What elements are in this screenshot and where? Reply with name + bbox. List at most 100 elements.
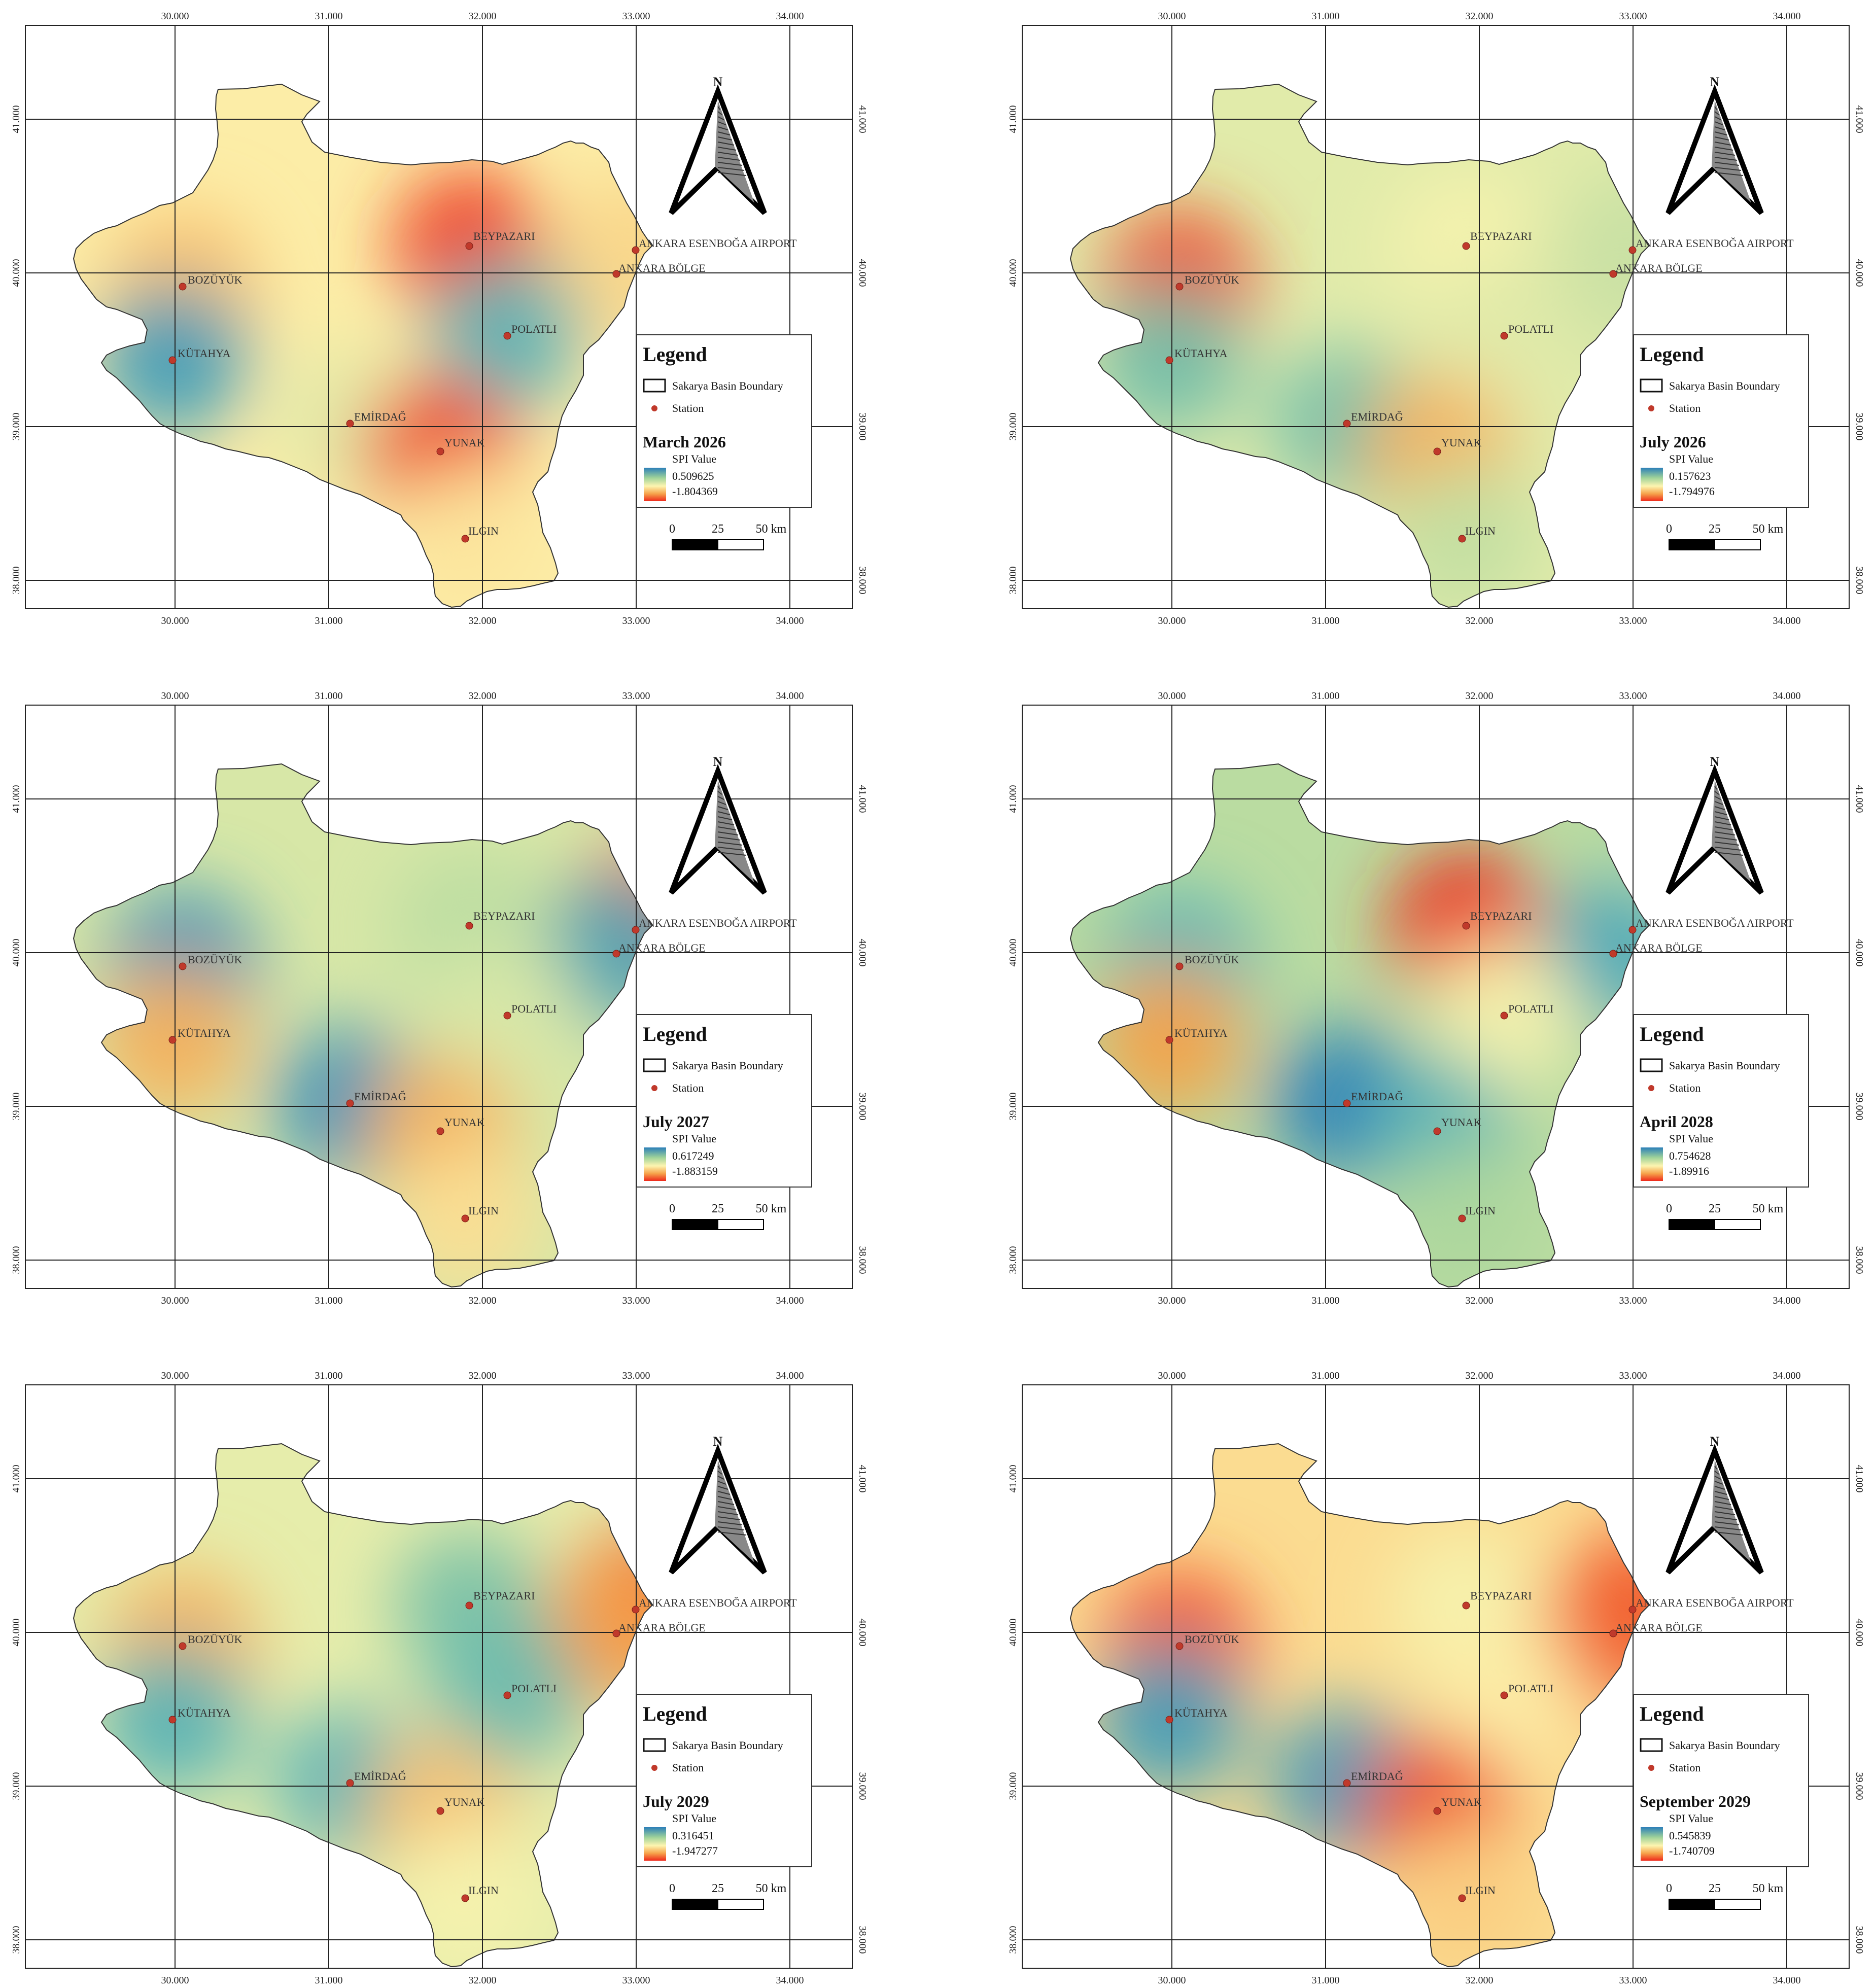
lat-tick-label-left: 40.000 <box>11 939 22 967</box>
lat-tick-label-right: 38.000 <box>857 1926 868 1954</box>
lat-tick-label-right: 39.000 <box>1854 1093 1865 1121</box>
panel-period-title: July 2027 <box>643 1112 709 1131</box>
station-marker <box>346 420 354 428</box>
legend-station-label: Station <box>1669 1082 1701 1094</box>
station-label: EMİRDAĞ <box>1351 1770 1403 1783</box>
boundary-swatch <box>643 1738 666 1752</box>
lat-tick-label-right: 41.000 <box>857 1465 868 1493</box>
station-label: EMİRDAĞ <box>354 1090 406 1103</box>
station-marker <box>179 962 187 970</box>
north-label: N <box>713 754 723 769</box>
lon-tick-label-bottom: 33.000 <box>1619 1295 1647 1306</box>
spi-value-label: SPI Value <box>1669 1812 1713 1825</box>
lon-tick-label-bottom: 33.000 <box>1619 1975 1647 1985</box>
spi-min-value: -1.794976 <box>1669 485 1715 498</box>
north-label: N <box>713 75 723 89</box>
scale-label-25: 25 <box>712 1202 724 1215</box>
station-marker <box>632 1606 640 1614</box>
lon-tick-label-top: 32.000 <box>469 1370 497 1381</box>
scale-label-25: 25 <box>712 522 724 536</box>
lon-tick-label-top: 30.000 <box>161 690 189 702</box>
lon-tick-label-bottom: 30.000 <box>161 615 189 626</box>
lon-tick-label-top: 33.000 <box>1619 690 1647 702</box>
north-arrow-icon: N <box>669 754 767 895</box>
lon-tick-label-bottom: 34.000 <box>776 1295 804 1306</box>
lon-tick-label-bottom: 31.000 <box>315 1295 343 1306</box>
spi-value-label: SPI Value <box>672 452 716 465</box>
station-marker <box>179 283 187 291</box>
spi-min-value: -1.804369 <box>672 485 718 498</box>
spi-color-ramp <box>1641 468 1663 501</box>
spi-max-value: 0.157623 <box>1669 470 1711 482</box>
station-marker <box>436 1807 444 1815</box>
station-marker <box>503 332 511 340</box>
lon-tick-label-top: 30.000 <box>1158 11 1186 22</box>
station-label: YUNAK <box>444 1116 485 1129</box>
station-marker <box>461 1894 469 1902</box>
basin-boundary <box>1069 1443 1650 1968</box>
station-swatch <box>1648 405 1654 411</box>
lon-tick-label-bottom: 32.000 <box>1466 615 1494 626</box>
lon-tick-label-top: 32.000 <box>469 690 497 702</box>
basin-boundary <box>73 1443 653 1968</box>
spi-color-ramp <box>1641 1147 1663 1181</box>
lon-tick-label-top: 30.000 <box>1158 1370 1186 1381</box>
lon-tick-label-bottom: 34.000 <box>1773 1975 1801 1985</box>
lon-tick-label-bottom: 30.000 <box>1158 1975 1186 1985</box>
lon-tick-label-top: 32.000 <box>1466 690 1494 702</box>
legend-title: Legend <box>1640 1702 1704 1725</box>
lat-tick-label-left: 38.000 <box>11 567 22 595</box>
scale-label-0: 0 <box>669 522 675 536</box>
station-marker <box>1609 950 1617 958</box>
lon-tick-label-top: 31.000 <box>315 690 343 702</box>
lat-tick-label-right: 40.000 <box>1854 259 1865 287</box>
station-marker <box>1609 1629 1617 1637</box>
station-marker <box>436 1127 444 1135</box>
lat-tick-label-left: 40.000 <box>11 1619 22 1647</box>
legend: Legend Sakarya Basin Boundary Station April… <box>1633 1014 1809 1188</box>
spi-value-label: SPI Value <box>1669 452 1713 465</box>
station-marker <box>465 1601 473 1610</box>
scale-label-25: 25 <box>1709 1202 1721 1215</box>
lat-tick-label-left: 41.000 <box>1008 1465 1019 1493</box>
map-panel: 30.000 30.000 31.000 31.000 32.000 32.000 33.0… <box>1008 1370 1865 1986</box>
station-swatch <box>651 1765 657 1771</box>
legend-boundary-label: Sakarya Basin Boundary <box>672 379 783 392</box>
station-marker <box>465 922 473 930</box>
scale-label-50: 50 km <box>1753 1202 1784 1215</box>
station-label: POLATLI <box>511 323 557 335</box>
lon-tick-label-top: 31.000 <box>315 1370 343 1381</box>
station-label: YUNAK <box>1441 1796 1482 1808</box>
lat-tick-label-left: 39.000 <box>1008 1772 1019 1800</box>
lat-tick-label-left: 38.000 <box>1008 1246 1019 1274</box>
spi-value-label: SPI Value <box>672 1812 716 1825</box>
station-label: ANKARA BÖLGE <box>1615 1621 1703 1634</box>
legend-title: Legend <box>1640 343 1704 366</box>
legend-station-label: Station <box>1669 1761 1701 1774</box>
station-label: ANKARA BÖLGE <box>618 941 706 954</box>
legend-boundary-label: Sakarya Basin Boundary <box>1669 1739 1780 1752</box>
spi-value-label: SPI Value <box>1669 1132 1713 1145</box>
scale-bar: 0 25 50 km <box>1666 522 1784 550</box>
lon-tick-label-bottom: 31.000 <box>315 615 343 626</box>
station-label: EMİRDAĞ <box>1351 1090 1403 1103</box>
legend-boundary-label: Sakarya Basin Boundary <box>672 1059 783 1072</box>
panel-period-title: July 2026 <box>1640 433 1706 451</box>
lon-tick-label-bottom: 30.000 <box>1158 1295 1186 1306</box>
station-label: KÜTAHYA <box>178 347 231 360</box>
panel-period-title: September 2029 <box>1640 1792 1751 1810</box>
station-label: ANKARA ESENBOĞA AIRPORT <box>639 917 797 929</box>
lat-tick-label-right: 41.000 <box>857 106 868 133</box>
scale-label-0: 0 <box>669 1882 675 1895</box>
lat-tick-label-right: 39.000 <box>1854 1772 1865 1800</box>
station-marker <box>1175 283 1184 291</box>
station-marker <box>1343 1099 1351 1107</box>
lat-tick-label-left: 38.000 <box>1008 1926 1019 1954</box>
lon-tick-label-bottom: 30.000 <box>1158 615 1186 626</box>
station-marker <box>1500 1691 1508 1699</box>
lat-tick-label-right: 38.000 <box>857 567 868 595</box>
panel-period-title: July 2029 <box>643 1792 709 1810</box>
legend-boundary-label: Sakarya Basin Boundary <box>672 1739 783 1752</box>
station-label: ANKARA ESENBOĞA AIRPORT <box>1636 917 1794 929</box>
legend: Legend Sakarya Basin Boundary Station July … <box>636 1694 812 1867</box>
